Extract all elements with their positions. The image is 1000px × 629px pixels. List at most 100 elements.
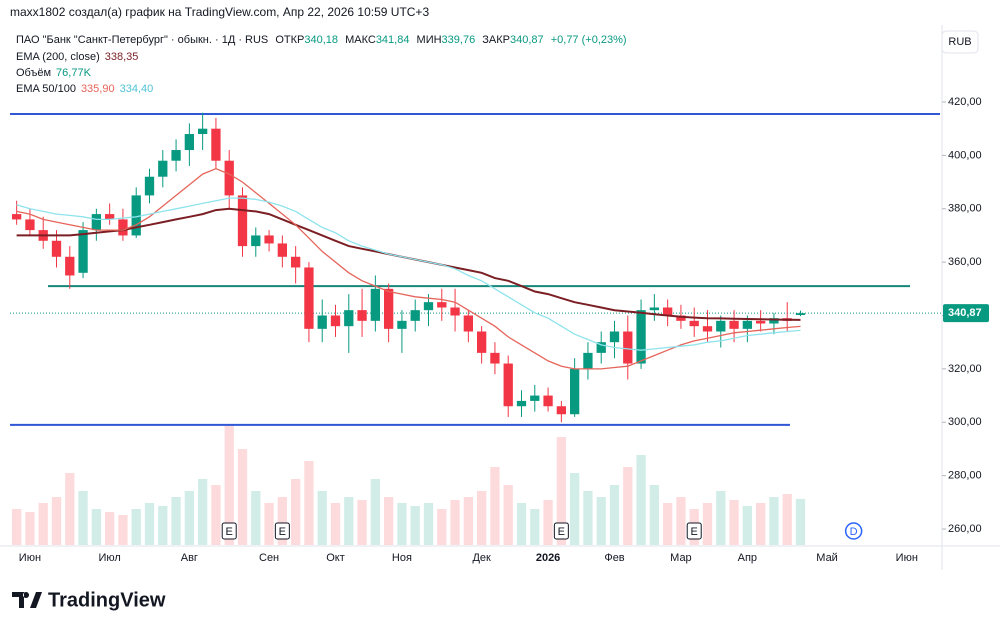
event-marker xyxy=(553,522,569,540)
y-tick-label: 400,00 xyxy=(948,149,982,161)
y-tick-label: 380,00 xyxy=(948,203,982,215)
x-tick-label: Май xyxy=(816,552,838,564)
x-tick-label: Окт xyxy=(326,552,345,564)
candle-body xyxy=(729,320,739,329)
candle-body xyxy=(383,288,394,329)
event-marker xyxy=(686,522,702,540)
volume-bar xyxy=(38,503,48,545)
candle-body xyxy=(543,395,553,407)
volume-bar xyxy=(583,491,593,545)
volume-bar xyxy=(649,485,660,545)
candle-body xyxy=(583,352,593,369)
volume-value: 76,77K xyxy=(56,67,92,79)
volume-bar xyxy=(383,497,394,545)
candle-body xyxy=(676,315,686,321)
volume-bar xyxy=(569,473,580,545)
close: 340,87 xyxy=(510,34,544,46)
candle-body xyxy=(503,363,513,407)
y-tick-label: 360,00 xyxy=(948,256,982,268)
candle-body xyxy=(795,313,806,316)
volume-bar xyxy=(51,497,62,545)
candle-body xyxy=(755,320,766,324)
volume-bar xyxy=(357,500,367,545)
volume-bar xyxy=(662,503,673,545)
volume-bar xyxy=(556,437,567,545)
candle-body xyxy=(264,235,274,244)
event-label: E xyxy=(691,526,698,538)
volume-bar xyxy=(742,506,753,545)
legend-ema200: EMA (200, close) 338,35 xyxy=(16,51,138,63)
ema200-label: EMA (200, close) xyxy=(16,51,100,63)
volume-bar xyxy=(211,485,221,545)
volume-bar xyxy=(344,497,354,545)
candle-body xyxy=(649,307,660,311)
volume-bar xyxy=(729,500,739,545)
open-label: ОТКР xyxy=(275,34,304,46)
candle-body xyxy=(623,331,633,364)
candle-body xyxy=(237,195,248,247)
x-tick-label: Фев xyxy=(604,552,624,564)
volume-bar xyxy=(78,491,88,545)
candle-body xyxy=(742,320,753,329)
ema-line xyxy=(16,197,801,351)
candle-body xyxy=(463,315,474,332)
volume-bar xyxy=(184,491,195,545)
ema100-value: 334,40 xyxy=(120,83,154,95)
volume-bar xyxy=(237,449,248,545)
volume-label: Объём xyxy=(16,67,51,79)
ema200-value: 338,35 xyxy=(105,51,139,63)
candle-body xyxy=(556,406,567,415)
candle-body xyxy=(370,288,381,321)
event-label: E xyxy=(279,526,286,538)
volume-bar xyxy=(530,509,540,545)
logo-icon xyxy=(12,592,42,608)
candle-body xyxy=(171,150,181,161)
event-marker xyxy=(844,522,863,540)
legend-ema50-100: EMA 50/100 335,90 334,40 xyxy=(16,83,153,95)
candle-body xyxy=(662,307,673,316)
volume-bar xyxy=(769,497,779,545)
candle-body xyxy=(277,243,288,257)
event-label: D xyxy=(850,526,858,538)
x-tick-label: Ноя xyxy=(392,552,412,564)
x-tick-label: Сен xyxy=(259,552,279,564)
logo: TradingView xyxy=(12,589,166,611)
logo-text: TradingView xyxy=(48,589,166,611)
volume-bar xyxy=(264,503,274,545)
candle-body xyxy=(636,310,646,364)
volume-bar xyxy=(197,479,208,545)
candle-body xyxy=(290,256,301,268)
candle-body xyxy=(25,219,35,231)
candle-body xyxy=(702,326,713,332)
volume-bar xyxy=(11,509,22,545)
volume-bar xyxy=(795,498,806,545)
candle-body xyxy=(423,302,434,311)
candle-body xyxy=(397,320,407,329)
candle-body xyxy=(304,267,314,329)
candle-body xyxy=(476,331,487,353)
ema50-value: 335,90 xyxy=(81,83,115,95)
event-marker xyxy=(221,522,237,540)
volume-bar xyxy=(25,512,35,545)
candle-body xyxy=(91,214,102,231)
candle-body xyxy=(51,240,62,257)
volume-bar xyxy=(476,491,487,545)
volume-bar xyxy=(65,473,75,545)
candle-body xyxy=(596,342,606,353)
volume-bar xyxy=(370,479,381,545)
candle-body xyxy=(530,395,540,401)
candle-body xyxy=(211,128,221,161)
last-price-label: 340,87 xyxy=(948,307,982,319)
last-price-box xyxy=(943,304,989,323)
candle-body xyxy=(144,176,155,196)
candle-body xyxy=(251,235,261,247)
candle-body xyxy=(609,331,620,343)
candle-body xyxy=(330,315,341,327)
volume-bar xyxy=(782,494,792,545)
y-tick-label: 420,00 xyxy=(948,96,982,108)
volume-bar xyxy=(144,503,155,545)
open: 340,18 xyxy=(304,34,338,46)
candle-body xyxy=(11,214,22,220)
